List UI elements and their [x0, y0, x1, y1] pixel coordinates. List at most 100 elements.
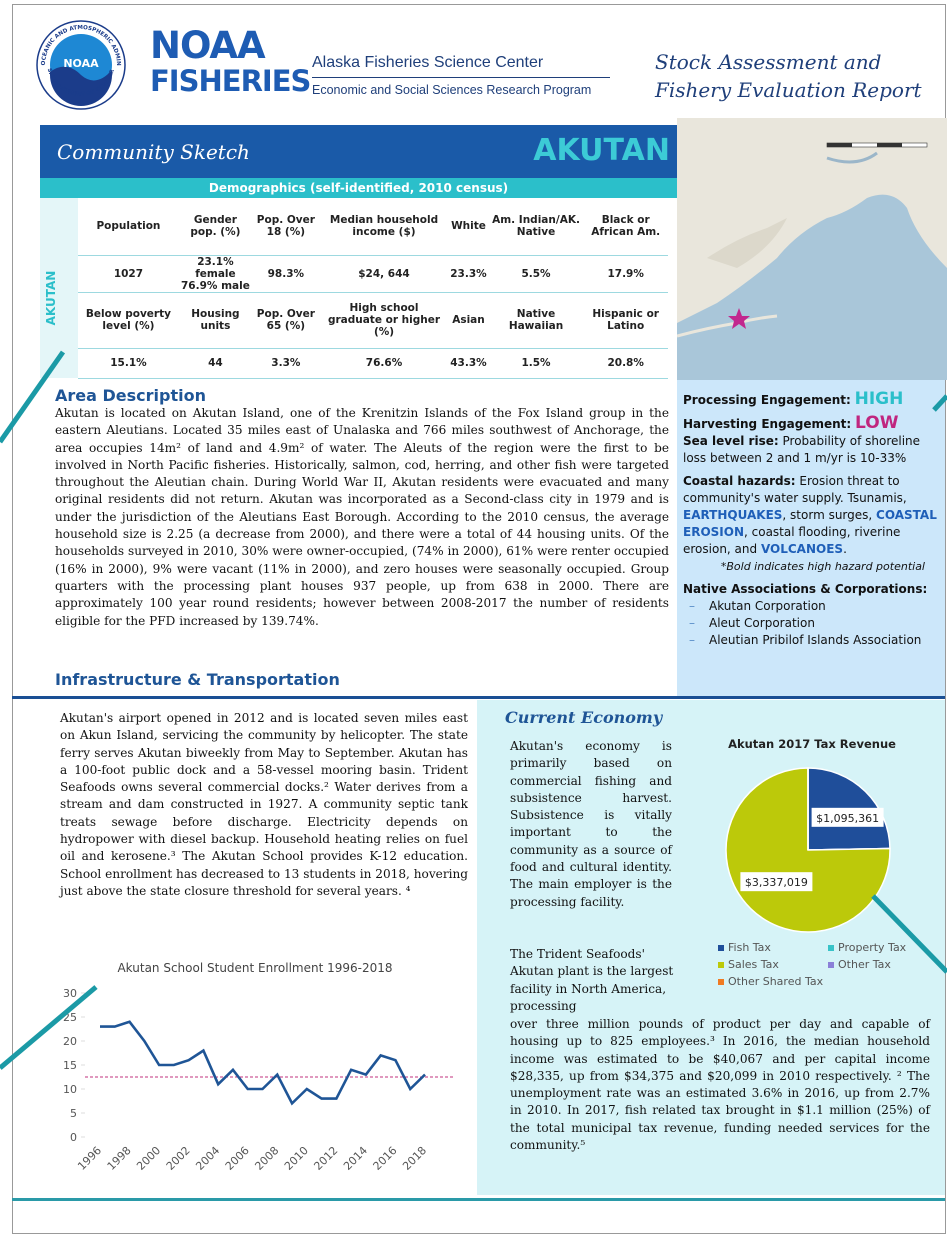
processing-label: Processing Engagement:	[683, 393, 851, 407]
table-header: Gender pop. (%)	[178, 198, 252, 256]
seal: NATIONAL OCEANIC AND ATMOSPHERIC ADMINIS…	[36, 20, 126, 110]
sea-text: Probability of shoreline loss between 2 …	[683, 434, 921, 465]
program: Economic and Social Sciences Research Pr…	[312, 83, 592, 97]
x-tick-label: 2004	[193, 1144, 222, 1173]
report-line2: Fishery Evaluation Report	[655, 78, 922, 102]
legend-label: Other Tax	[838, 958, 891, 971]
table-value: 17.9%	[583, 255, 668, 293]
y-tick-label: 0	[70, 1131, 77, 1144]
header-rule	[312, 77, 610, 78]
chart-title: Akutan 2017 Tax Revenue	[728, 737, 896, 751]
table-header: Pop. Over 18 (%)	[251, 198, 320, 256]
harvesting-label: Harvesting Engagement:	[683, 417, 852, 431]
value-label: $1,095,361	[816, 812, 879, 825]
value-label-box	[740, 872, 813, 892]
y-tick-label: 25	[63, 1011, 77, 1024]
x-tick-label: 1998	[105, 1144, 134, 1173]
table-side-label: AKUTAN	[44, 270, 58, 326]
table-value: 23.3%	[448, 255, 489, 293]
table-value: 44	[178, 348, 252, 379]
hazard-text: .	[843, 542, 847, 556]
table-header: Hispanic or Latino	[583, 292, 668, 349]
center-name: Alaska Fisheries Science Center	[312, 54, 544, 71]
x-tick-label: 2006	[223, 1144, 252, 1173]
table-value: 3.3%	[251, 348, 320, 379]
legend-swatch	[828, 945, 834, 951]
assoc-item: – Aleutian Pribilof Islands Association	[683, 632, 939, 649]
hazard-text: , coastal flooding, riverine erosion, an…	[683, 525, 901, 556]
bullet: –	[689, 599, 695, 613]
legend-swatch	[828, 962, 834, 968]
table-value: 43.3%	[448, 348, 489, 379]
demographics-title: Demographics (self-identified, 2010 cens…	[40, 178, 677, 198]
assoc-name: Akutan Corporation	[709, 599, 826, 613]
economy-text3: over three million pounds of product per…	[510, 1017, 930, 1153]
divider	[12, 696, 945, 699]
y-tick-label: 15	[63, 1059, 77, 1072]
table-value: 98.3%	[251, 255, 320, 293]
assoc-name: Aleut Corporation	[709, 616, 815, 630]
x-tick-label: 1996	[75, 1144, 104, 1173]
table-header: Native Hawaiian	[488, 292, 584, 349]
x-tick-label: 2016	[371, 1144, 400, 1173]
area-heading: Area Description	[55, 386, 206, 405]
table-header: Pop. Over 65 (%)	[251, 292, 320, 349]
economy-heading: Current Economy	[505, 708, 663, 727]
processing-value: HIGH	[854, 389, 904, 409]
harvesting-value: LOW	[855, 413, 899, 433]
economy-text2: The Trident Seafoods' Akutan plant is th…	[510, 947, 674, 1013]
x-tick-label: 2012	[311, 1144, 340, 1173]
side-panel: Processing Engagement: HIGH Harvesting E…	[677, 380, 945, 696]
x-tick-label: 2014	[341, 1144, 370, 1173]
x-tick-label: 2008	[252, 1144, 281, 1173]
value-label-box	[811, 807, 884, 827]
table-header: Median household income ($)	[319, 198, 449, 256]
x-tick-label: 2000	[134, 1144, 163, 1173]
demographics-table: Population Gender pop. (%) Pop. Over 18 (%…	[78, 198, 668, 379]
table-row: Below poverty level (%) Housing units Pop.…	[78, 292, 668, 349]
table-value: 1027	[78, 255, 179, 293]
x-tick-label: 2018	[400, 1144, 429, 1173]
hazard-text: COASTAL EROSION	[683, 508, 937, 539]
table-value: 23.1% female 76.9% male	[178, 255, 252, 293]
hazard-text: VOLCANOES	[760, 542, 844, 556]
legend-label: Fish Tax	[728, 941, 771, 954]
bottom-rule	[12, 1198, 945, 1201]
value-label: $3,337,019	[745, 876, 808, 889]
line-series	[100, 1020, 426, 1106]
report-line1: Stock Assessment and	[655, 50, 882, 74]
assoc-item: – Aleut Corporation	[683, 615, 939, 632]
enrollment-chart: Akutan School Student Enrollment 1996-20…	[63, 961, 455, 1173]
table-value: 20.8%	[583, 348, 668, 379]
table-value: 15.1%	[78, 348, 179, 379]
hazards-label: Coastal hazards:	[683, 474, 796, 488]
table-header: Housing units	[178, 292, 252, 349]
table-header: Below poverty level (%)	[78, 292, 179, 349]
logo-fisheries: FISHERIES	[150, 64, 311, 98]
economy-text1: Akutan's economy is primarily based on c…	[510, 739, 672, 909]
seal-center: NOAA	[63, 57, 99, 70]
y-tick-label: 30	[63, 987, 77, 1000]
y-tick-label: 5	[70, 1107, 77, 1120]
table-value: 1.5%	[488, 348, 584, 379]
table-row: 15.1% 44 3.3% 76.6% 43.3% 1.5% 20.8%	[78, 348, 668, 379]
legend-swatch	[718, 962, 724, 968]
y-tick-label: 20	[63, 1035, 77, 1048]
hazards-note: *Bold indicates high hazard potential	[720, 560, 925, 573]
table-row: Population Gender pop. (%) Pop. Over 18 (%…	[78, 198, 668, 256]
infrastructure-text: Akutan's airport opened in 2012 and is l…	[60, 711, 468, 898]
economy-panel	[477, 700, 945, 1195]
map	[677, 118, 947, 380]
assoc-item: – Akutan Corporation	[683, 598, 939, 615]
table-header: White	[448, 198, 489, 256]
hazard-text: Erosion threat to community's water supp…	[683, 474, 907, 505]
assoc-name: Aleutian Pribilof Islands Association	[709, 633, 922, 647]
table-header: Asian	[448, 292, 489, 349]
x-tick-label: 2010	[282, 1144, 311, 1173]
legend-swatch	[718, 979, 724, 985]
tax-chart: Akutan 2017 Tax Revenue $1,095,361 $3,337,…	[718, 737, 907, 988]
infrastructure-heading: Infrastructure & Transportation	[55, 670, 340, 689]
logo-noaa: NOAA	[150, 24, 266, 67]
table-value: $24, 644	[319, 255, 449, 293]
